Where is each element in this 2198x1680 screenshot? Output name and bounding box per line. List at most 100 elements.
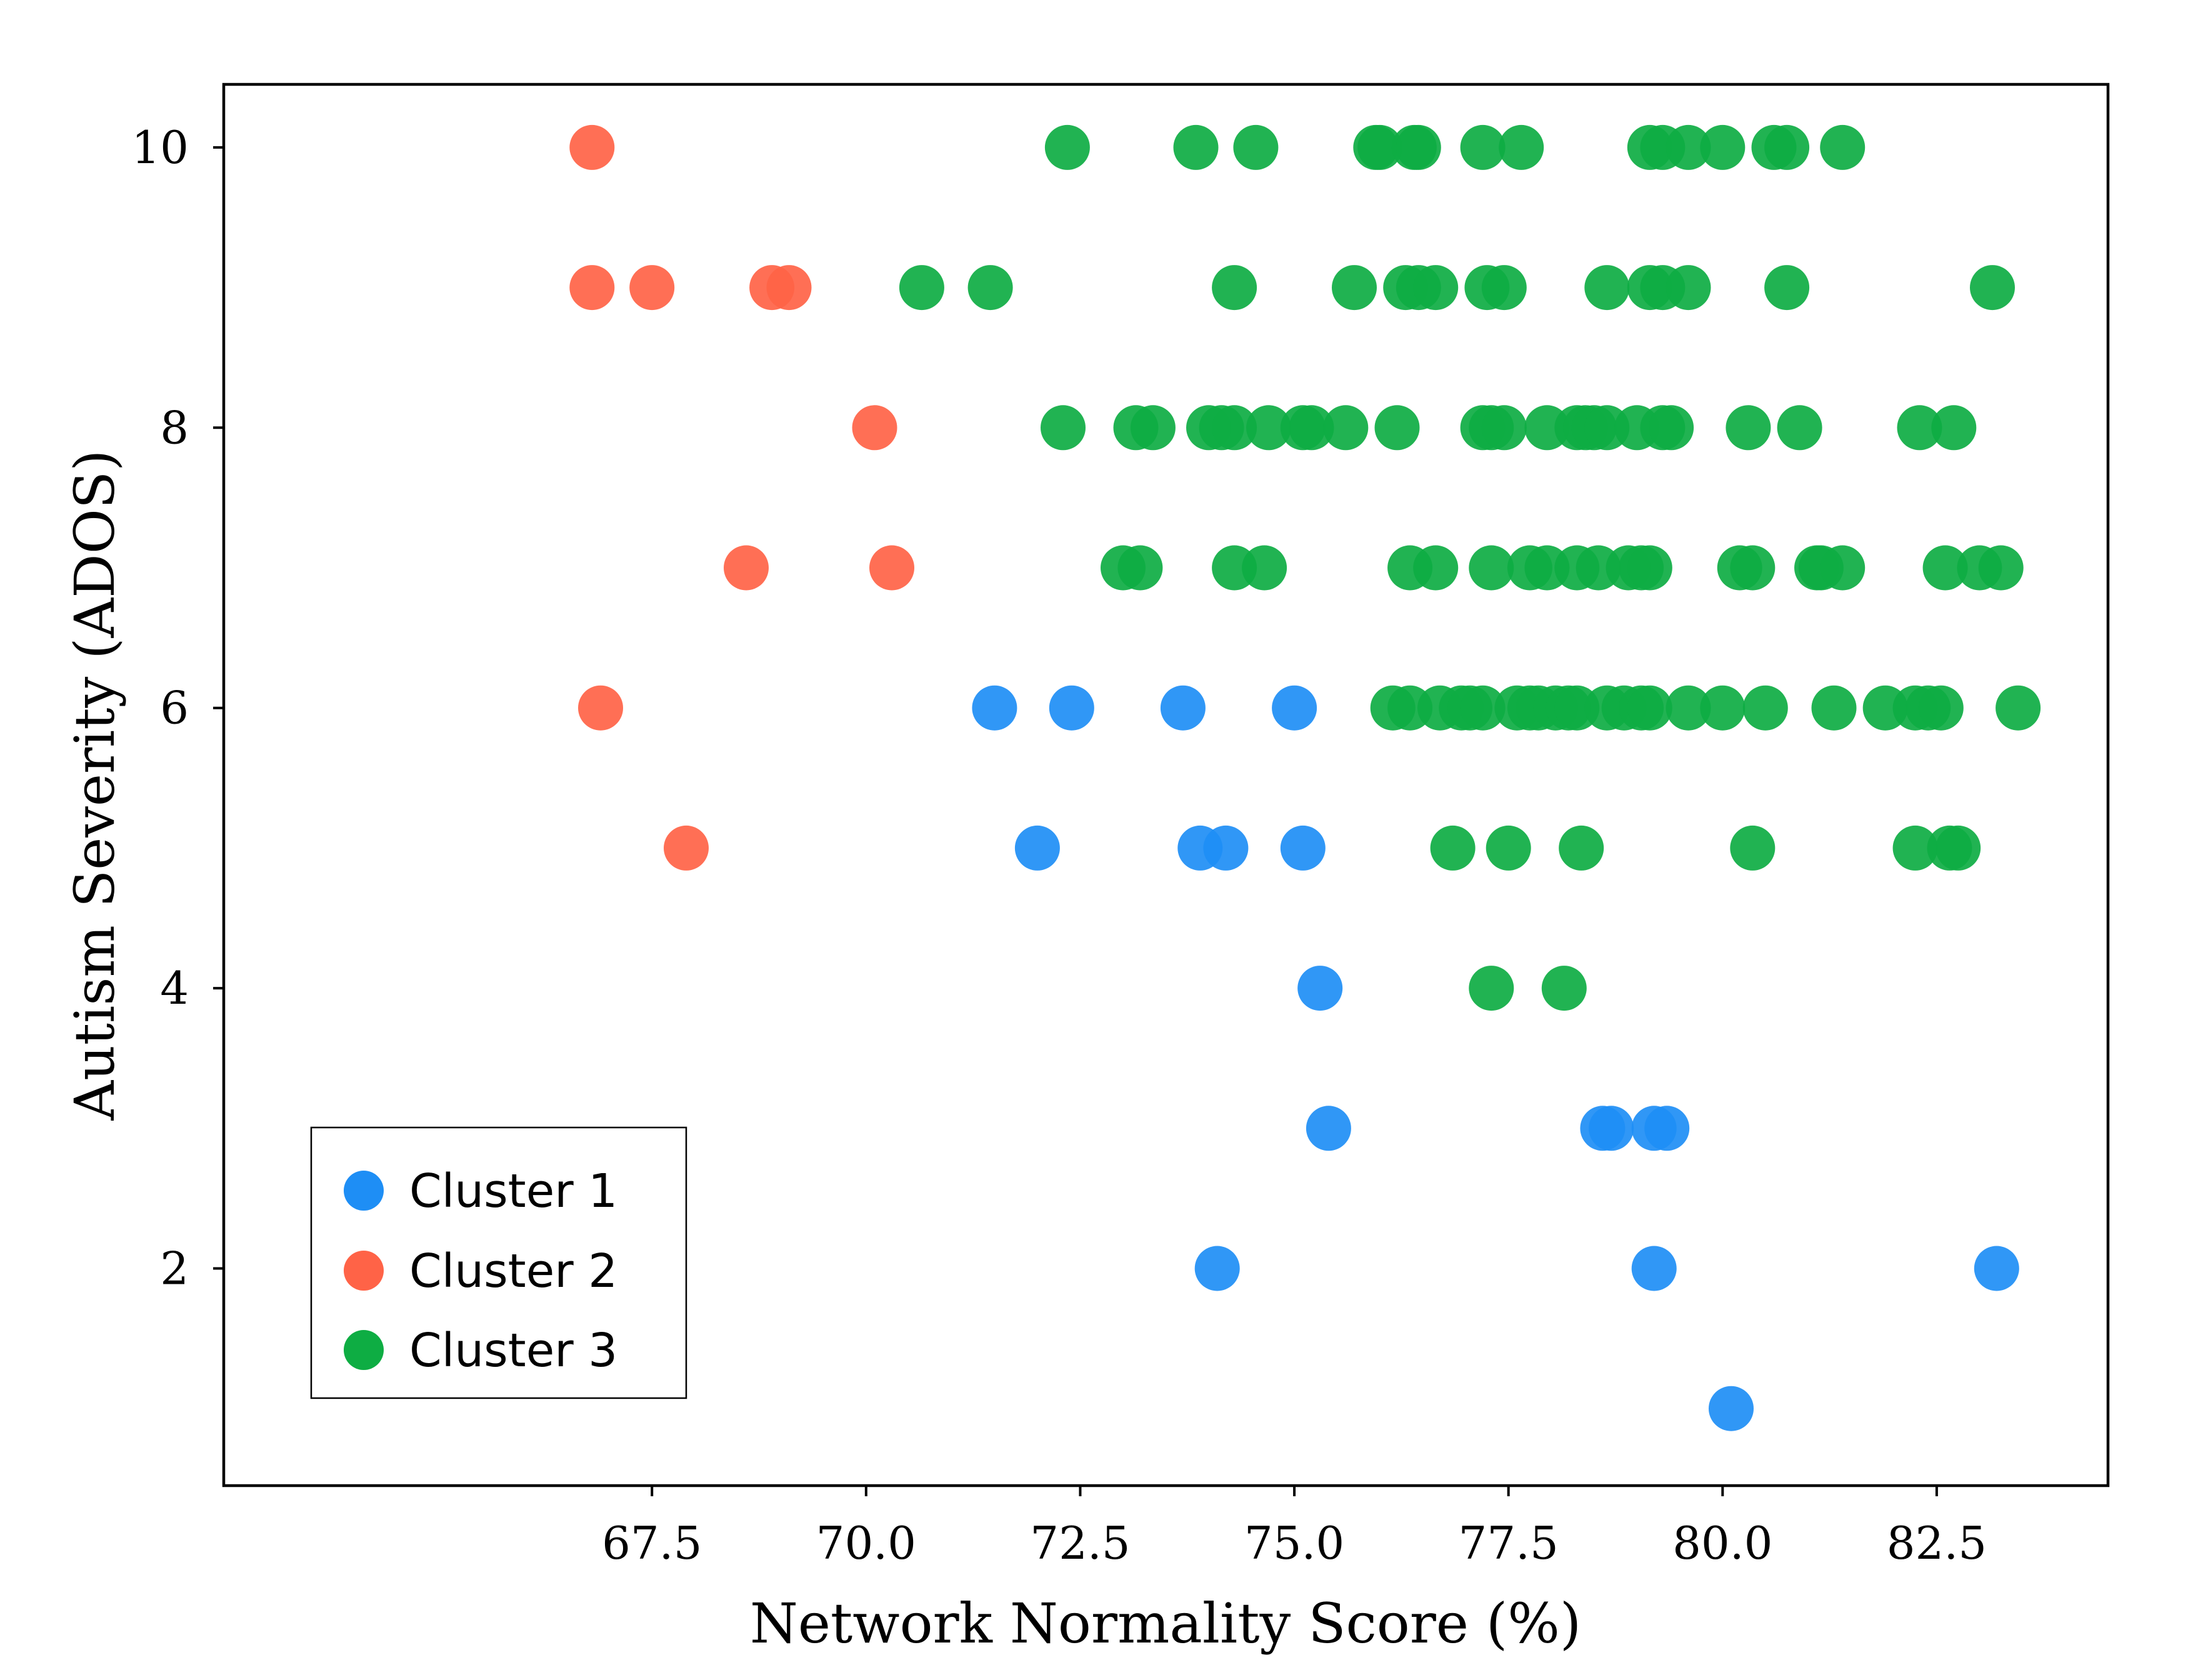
x-tick-label: 67.5	[602, 1517, 702, 1569]
cluster-3-point-28	[1666, 265, 1711, 311]
cluster-3-point-8	[1499, 124, 1544, 170]
cluster-1-point-9	[1306, 1106, 1351, 1151]
cluster-3-point-98	[1811, 685, 1857, 731]
cluster-2-point-4	[766, 265, 812, 311]
cluster-1-point-1	[1049, 685, 1094, 731]
cluster-3-point-19	[1332, 265, 1377, 311]
cluster-2-point-1	[569, 265, 615, 311]
cluster-3-point-102	[1918, 685, 1964, 731]
legend-marker-cluster-3	[344, 1330, 384, 1370]
data-points	[569, 124, 2041, 1431]
cluster-3-point-54	[1777, 405, 1822, 451]
cluster-3-point-78	[1978, 545, 2024, 591]
cluster-3-point-0	[1044, 124, 1090, 170]
x-tick-label: 82.5	[1887, 1517, 1987, 1569]
cluster-3-point-112	[1541, 966, 1587, 1011]
cluster-2-point-2	[629, 265, 675, 311]
cluster-3-point-72	[1730, 545, 1776, 591]
cluster-3-point-76	[1922, 545, 1968, 591]
cluster-3-point-70	[1627, 545, 1672, 591]
cluster-2-point-8	[578, 685, 623, 731]
cluster-3-point-63	[1469, 545, 1514, 591]
cluster-3-point-60	[1242, 545, 1287, 591]
cluster-1-point-2	[1160, 685, 1206, 731]
cluster-1-point-4	[1014, 825, 1060, 871]
cluster-3-point-39	[1289, 405, 1334, 451]
cluster-3-point-31	[1041, 405, 1086, 451]
cluster-3-point-75	[1820, 545, 1866, 591]
cluster-3-point-110	[1936, 825, 1981, 871]
x-tick-label: 72.5	[1030, 1517, 1130, 1569]
cluster-3-point-96	[1700, 685, 1746, 731]
cluster-3-point-40	[1323, 405, 1369, 451]
cluster-3-point-37	[1246, 405, 1291, 451]
cluster-3-point-97	[1742, 685, 1788, 731]
cluster-3-point-44	[1481, 405, 1527, 451]
cluster-1-point-3	[1272, 685, 1317, 731]
cluster-3-point-4	[1357, 124, 1403, 170]
cluster-3-point-14	[1764, 124, 1810, 170]
cluster-1-point-14	[1194, 1246, 1240, 1291]
cluster-3-point-55	[1897, 405, 1942, 451]
cluster-3-point-53	[1726, 405, 1771, 451]
cluster-1-point-0	[972, 685, 1017, 731]
x-tick-label: 77.5	[1459, 1517, 1559, 1569]
cluster-3-point-111	[1469, 966, 1514, 1011]
cluster-3-point-94	[1627, 685, 1672, 731]
cluster-3-point-16	[899, 265, 944, 311]
cluster-1-point-15	[1631, 1246, 1677, 1291]
cluster-3-point-52	[1649, 405, 1694, 451]
y-tick-label: 4	[160, 962, 189, 1014]
plot-frame	[222, 82, 2110, 1488]
cluster-3-point-105	[1486, 825, 1531, 871]
cluster-3-point-95	[1666, 685, 1711, 731]
legend-marker-cluster-1	[344, 1171, 384, 1211]
legend-label-cluster-1: Cluster 1	[409, 1164, 617, 1218]
cluster-1-point-6	[1203, 825, 1249, 871]
cluster-2-point-7	[869, 545, 914, 591]
cluster-3-point-106	[1559, 825, 1604, 871]
cluster-3-point-108	[1892, 825, 1938, 871]
cluster-3-point-103	[1996, 685, 2041, 731]
y-tick-label: 2	[160, 1242, 189, 1294]
y-axis-ticks: 2 4 6 8 10	[131, 121, 224, 1294]
cluster-3-point-62	[1413, 545, 1459, 591]
cluster-3-point-2	[1233, 124, 1279, 170]
cluster-3-point-30	[1970, 265, 2015, 311]
cluster-2-point-5	[852, 405, 897, 451]
cluster-3-point-58	[1117, 545, 1163, 591]
cluster-3-point-15	[1820, 124, 1866, 170]
cluster-1-point-8	[1297, 966, 1343, 1011]
cluster-3-point-22	[1413, 265, 1459, 311]
x-axis-ticks: 67.5 70.0 72.5 75.0 77.5 80.0 82.5	[602, 1486, 1987, 1569]
cluster-3-point-12	[1700, 124, 1746, 170]
cluster-1-point-16	[1974, 1246, 2019, 1291]
cluster-3-point-104	[1430, 825, 1476, 871]
cluster-3-point-36	[1212, 405, 1257, 451]
cluster-3-point-7	[1460, 124, 1506, 170]
cluster-3-point-33	[1130, 405, 1176, 451]
legend: Cluster 1 Cluster 2 Cluster 3	[310, 1126, 687, 1399]
x-axis-label: Network Normality Score (%)	[750, 1591, 1581, 1656]
legend-label-cluster-2: Cluster 2	[409, 1244, 617, 1298]
y-tick-label: 8	[160, 401, 189, 454]
cluster-3-point-56	[1931, 405, 1977, 451]
cluster-3-point-18	[1212, 265, 1257, 311]
y-tick-label: 10	[131, 121, 189, 174]
cluster-3-point-17	[967, 265, 1013, 311]
x-tick-label: 80.0	[1672, 1517, 1772, 1569]
y-axis-label: Autism Severity (ADOS)	[62, 450, 127, 1121]
cluster-1-point-17	[1709, 1386, 1754, 1431]
x-tick-label: 70.0	[816, 1517, 916, 1569]
cluster-3-point-107	[1730, 825, 1776, 871]
cluster-2-point-0	[569, 124, 615, 170]
legend-label-cluster-3: Cluster 3	[409, 1324, 617, 1378]
cluster-3-point-6	[1396, 124, 1441, 170]
cluster-2-point-6	[724, 545, 769, 591]
cluster-3-point-1	[1173, 124, 1219, 170]
cluster-1-point-7	[1280, 825, 1326, 871]
y-tick-label: 6	[160, 682, 189, 734]
